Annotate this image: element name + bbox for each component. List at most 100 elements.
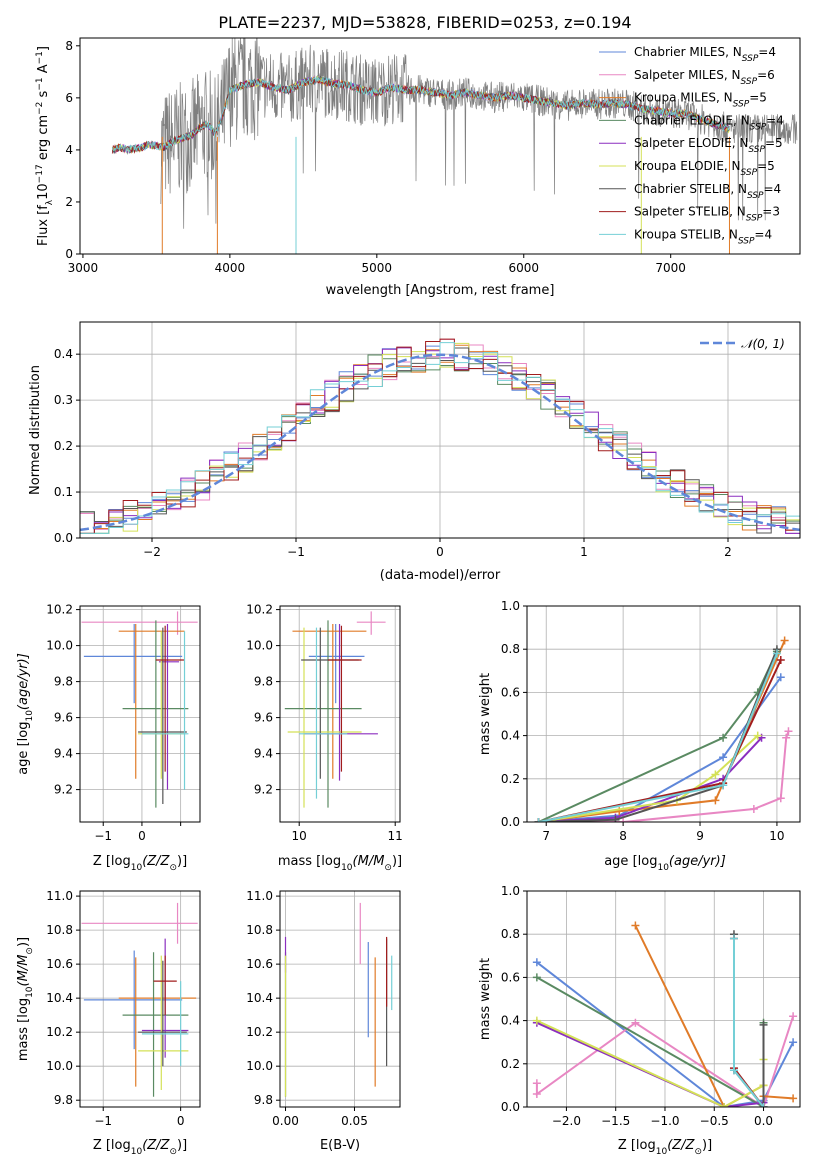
series-marker	[532, 973, 541, 982]
y-tick-label: 9.8	[54, 1093, 73, 1107]
y-tick-label: 10.4	[46, 991, 73, 1005]
y-axis-label: Flux [fλ10−17 erg cm−2 s−1 A−1]	[35, 46, 55, 246]
x-tick-label: −2	[143, 545, 161, 559]
axes-frame	[79, 890, 201, 1108]
series-marker	[782, 733, 791, 742]
x-tick-label: 4000	[215, 261, 246, 275]
axes-frame	[79, 605, 201, 823]
mass_vs_Z-axes: −1 0 9.8 10.0 10.2 10.4 10.6 10.8 11.0 Z [log10(Z…	[16, 889, 201, 1157]
series-marker	[759, 1103, 768, 1107]
x-tick-label: −1.0	[650, 1114, 679, 1128]
axes-frame	[279, 605, 401, 823]
y-tick-label: 1.0	[501, 884, 520, 898]
legend-label: Kroupa ELODIE, NSSP=5	[634, 159, 775, 178]
y-tick-label: 10.0	[46, 639, 73, 653]
axes-frame	[279, 890, 401, 1108]
x-tick-label: −1	[287, 545, 305, 559]
legend-label: Chabrier MILES, NSSP=4	[634, 45, 776, 64]
series-line-chabrier-miles	[536, 961, 794, 1107]
spectrum-legend: Chabrier MILES, NSSP=4 Salpeter MILES, NS…	[599, 45, 784, 246]
y-tick-label: 0.3	[54, 393, 73, 407]
y-axis-label: Normed distribution	[28, 365, 43, 495]
plot-area	[80, 338, 800, 534]
series-marker	[532, 1090, 541, 1099]
x-tick-label: −1	[94, 1114, 112, 1128]
y-tick-label: 0.6	[501, 970, 520, 984]
legend-label: Chabrier ELODIE, NSSP=4	[634, 113, 784, 132]
y-tick-label: 4	[65, 143, 73, 157]
y-tick-label: 10.2	[46, 1025, 73, 1039]
y-tick-label: 0.8	[501, 927, 520, 941]
y-tick-label: 10.8	[246, 923, 273, 937]
y-tick-label: 10.2	[246, 603, 273, 617]
x-tick-label: 0	[177, 1114, 185, 1128]
y-tick-label: 0.4	[501, 1014, 520, 1028]
legend-label: Salpeter STELIB, NSSP=3	[634, 205, 780, 224]
residuals-axes: −2 −1 0 1 2 0.0 0.1 0.2 0.3 0.4 𝒩(0, 1) (data-model…	[28, 321, 801, 583]
axes-frame	[526, 890, 801, 1108]
y-tick-label: 6	[65, 91, 73, 105]
plot-area	[532, 921, 798, 1107]
y-tick-label: 9.6	[254, 711, 273, 725]
x-tick-label: −1.5	[601, 1114, 630, 1128]
series-marker	[719, 753, 728, 762]
series-marker	[789, 1012, 798, 1021]
x-tick-label: −1	[94, 829, 112, 843]
massweight_vs_Z-axes: −2.0 −1.5 −1.0 −0.5 0.0 0.0 0.2 0.4 0.6 0.8 1.0 mas…	[478, 884, 801, 1157]
series-marker	[784, 727, 793, 736]
x-tick-label: 3000	[68, 261, 99, 275]
x-tick-label: 5000	[362, 261, 393, 275]
y-tick-label: 10.2	[246, 1025, 273, 1039]
normal-curve	[80, 353, 800, 532]
y-tick-label: 0.1	[54, 485, 73, 499]
x-tick-label: 10	[769, 829, 784, 843]
series-marker	[749, 805, 758, 814]
x-tick-label: −2.0	[552, 1114, 581, 1128]
x-tick-label: 0.0	[754, 1114, 773, 1128]
x-axis-label: Z [log10(Z/Z⊙)]	[93, 1138, 187, 1157]
series-marker	[532, 958, 541, 967]
histogram-kroupa-stelib	[80, 342, 800, 534]
y-tick-label: 0.0	[501, 815, 520, 829]
legend-label: Chabrier STELIB, NSSP=4	[634, 182, 781, 201]
x-axis-label: Z [log10(Z/Z⊙)]	[618, 1138, 712, 1157]
x-axis-label: age [log10(age/yr)]	[604, 854, 726, 873]
series-line-salpeter-elodie	[538, 737, 763, 822]
mass_vs_EBV-axes: 0.00 0.05 9.8 10.0 10.2 10.4 10.6 10.8 11.0 E(B-V…	[246, 889, 401, 1153]
age_vs_Z-axes: −1 0 9.2 9.4 9.6 9.8 10.0 10.2 Z [log10(Z/Z⊙)] ag…	[16, 603, 201, 873]
y-tick-label: 0.2	[501, 1057, 520, 1071]
series-marker	[631, 921, 640, 930]
y-tick-label: 10.2	[46, 603, 73, 617]
y-tick-label: 9.2	[254, 783, 273, 797]
x-tick-label: 0.00	[272, 1114, 299, 1128]
y-tick-label: 10.0	[246, 639, 273, 653]
y-tick-label: 9.4	[254, 747, 273, 761]
series-marker	[729, 934, 738, 943]
series-marker	[729, 1066, 738, 1075]
series-marker	[776, 673, 785, 682]
y-tick-label: 0.4	[501, 729, 520, 743]
y-tick-label: 0.0	[54, 531, 73, 545]
y-tick-label: 10.6	[46, 957, 73, 971]
series-marker	[532, 1016, 541, 1025]
x-axis-label: wavelength [Angstrom, rest frame]	[326, 283, 555, 298]
y-tick-label: 9.6	[54, 711, 73, 725]
series-marker	[711, 796, 720, 805]
x-tick-label: 6000	[508, 261, 539, 275]
spectrum-axes: 3000 4000 5000 6000 7000 0 2 4 6 8 Chabrier MILES,…	[35, 37, 801, 298]
y-tick-label: 9.4	[54, 747, 73, 761]
y-tick-label: 9.8	[254, 675, 273, 689]
y-tick-label: 0.0	[501, 1100, 520, 1114]
y-tick-label: 10.0	[246, 1059, 273, 1073]
age_vs_mass-axes: 10 11 9.2 9.4 9.6 9.8 10.0 10.2 mass [log10(M/M⊙…	[246, 603, 403, 873]
plot-area	[111, 38, 798, 254]
y-tick-label: 8	[65, 39, 73, 53]
histogram-chabrier-elodie	[80, 354, 800, 534]
series-marker	[534, 818, 543, 822]
series-marker	[776, 794, 785, 803]
legend-label: Kroupa STELIB, NSSP=4	[634, 227, 772, 246]
x-axis-label: (data-model)/error	[380, 568, 501, 583]
series-line-chabrier-miles	[538, 676, 782, 822]
